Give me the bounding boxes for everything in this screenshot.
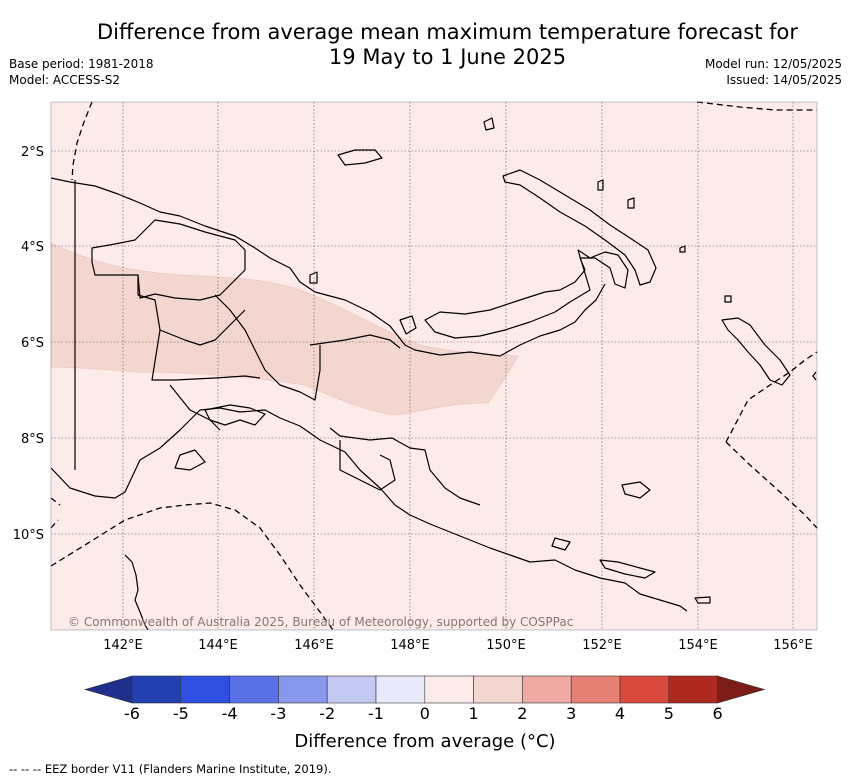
- issued-text: Issued: 14/05/2025: [726, 73, 842, 87]
- colorbar-tick-label: -5: [173, 704, 189, 723]
- colorbar-tick-label: -1: [368, 704, 384, 723]
- lon-label-144e: 144°E: [198, 638, 238, 653]
- colorbar-tick-label: 1: [469, 704, 479, 723]
- lat-label-8s: 8°S: [21, 432, 44, 447]
- colorbar-tick-label: -3: [270, 704, 286, 723]
- colorbar-segment: [375, 675, 426, 704]
- colorbar-segment: [424, 675, 474, 704]
- colorbar-tick-label: 3: [566, 704, 576, 723]
- gridlines: [51, 102, 817, 630]
- lon-label-146e: 146°E: [294, 638, 334, 653]
- colorbar-tick-label: 6: [713, 704, 723, 723]
- lon-label-152e: 152°E: [582, 638, 622, 653]
- title-line-1: Difference from average mean maximum tem…: [97, 20, 798, 44]
- colorbar-tick-label: -6: [124, 704, 140, 723]
- colorbar-segment: [278, 675, 328, 704]
- colorbar: [83, 675, 766, 704]
- colorbar-segment: [229, 675, 279, 704]
- colorbar-tick-label: -4: [222, 704, 238, 723]
- colorbar-tick-label: 0: [420, 704, 430, 723]
- footnote: -- -- -- EEZ border V11 (Flanders Marine…: [9, 762, 332, 776]
- anomaly-region: [50, 242, 519, 416]
- lat-label-4s: 4°S: [21, 240, 44, 255]
- colorbar-extension-low: [83, 675, 133, 704]
- lat-label-10s: 10°S: [13, 528, 44, 543]
- eez-borders: [50, 101, 818, 631]
- colorbar-segment: [570, 675, 621, 704]
- chart-title: Difference from average mean maximum tem…: [60, 20, 835, 70]
- coastlines: [50, 117, 817, 631]
- colorbar-segment: [131, 675, 182, 704]
- colorbar-tick-label: -2: [319, 704, 335, 723]
- lon-labels: 142°E 144°E 146°E 148°E 150°E 152°E 154°…: [103, 638, 813, 653]
- model-text: Model: ACCESS-S2: [9, 73, 121, 87]
- colorbar-tick-label: 4: [615, 704, 625, 723]
- colorbar-segment: [473, 675, 523, 704]
- lon-label-156e: 156°E: [773, 638, 813, 653]
- model-run-text: Model run: 12/05/2025: [704, 57, 842, 71]
- meta-left: Base period: 1981-2018 Model: ACCESS-S2: [9, 56, 154, 88]
- colorbar-segment: [619, 675, 670, 704]
- meta-right: Model run: 12/05/2025 Issued: 14/05/2025: [705, 56, 842, 88]
- colorbar-segment: [522, 675, 572, 704]
- lon-label-148e: 148°E: [390, 638, 430, 653]
- lat-labels: 2°S 4°S 6°S 8°S 10°S: [13, 145, 44, 543]
- lon-label-154e: 154°E: [678, 638, 718, 653]
- colorbar-segment: [668, 675, 718, 704]
- colorbar-tick-label: 5: [664, 704, 674, 723]
- lat-label-6s: 6°S: [21, 336, 44, 351]
- lon-label-142e: 142°E: [103, 638, 143, 653]
- base-period-text: Base period: 1981-2018: [9, 57, 154, 71]
- colorbar-tick-labels: -6 -5 -4 -3 -2 -1 0 1 2 3 4 5 6: [124, 704, 723, 723]
- colorbar-tick-label: 2: [517, 704, 527, 723]
- copyright-text: © Commonwealth of Australia 2025, Bureau…: [68, 615, 573, 629]
- title-line-2: 19 May to 1 June 2025: [328, 45, 567, 69]
- colorbar-segment: [180, 675, 230, 704]
- colorbar-label: Difference from average (°C): [294, 731, 556, 752]
- map-frame: [50, 101, 818, 631]
- colorbar-extension-high: [717, 675, 766, 704]
- lon-label-150e: 150°E: [486, 638, 526, 653]
- lat-label-2s: 2°S: [21, 145, 44, 160]
- colorbar-segment: [326, 675, 377, 704]
